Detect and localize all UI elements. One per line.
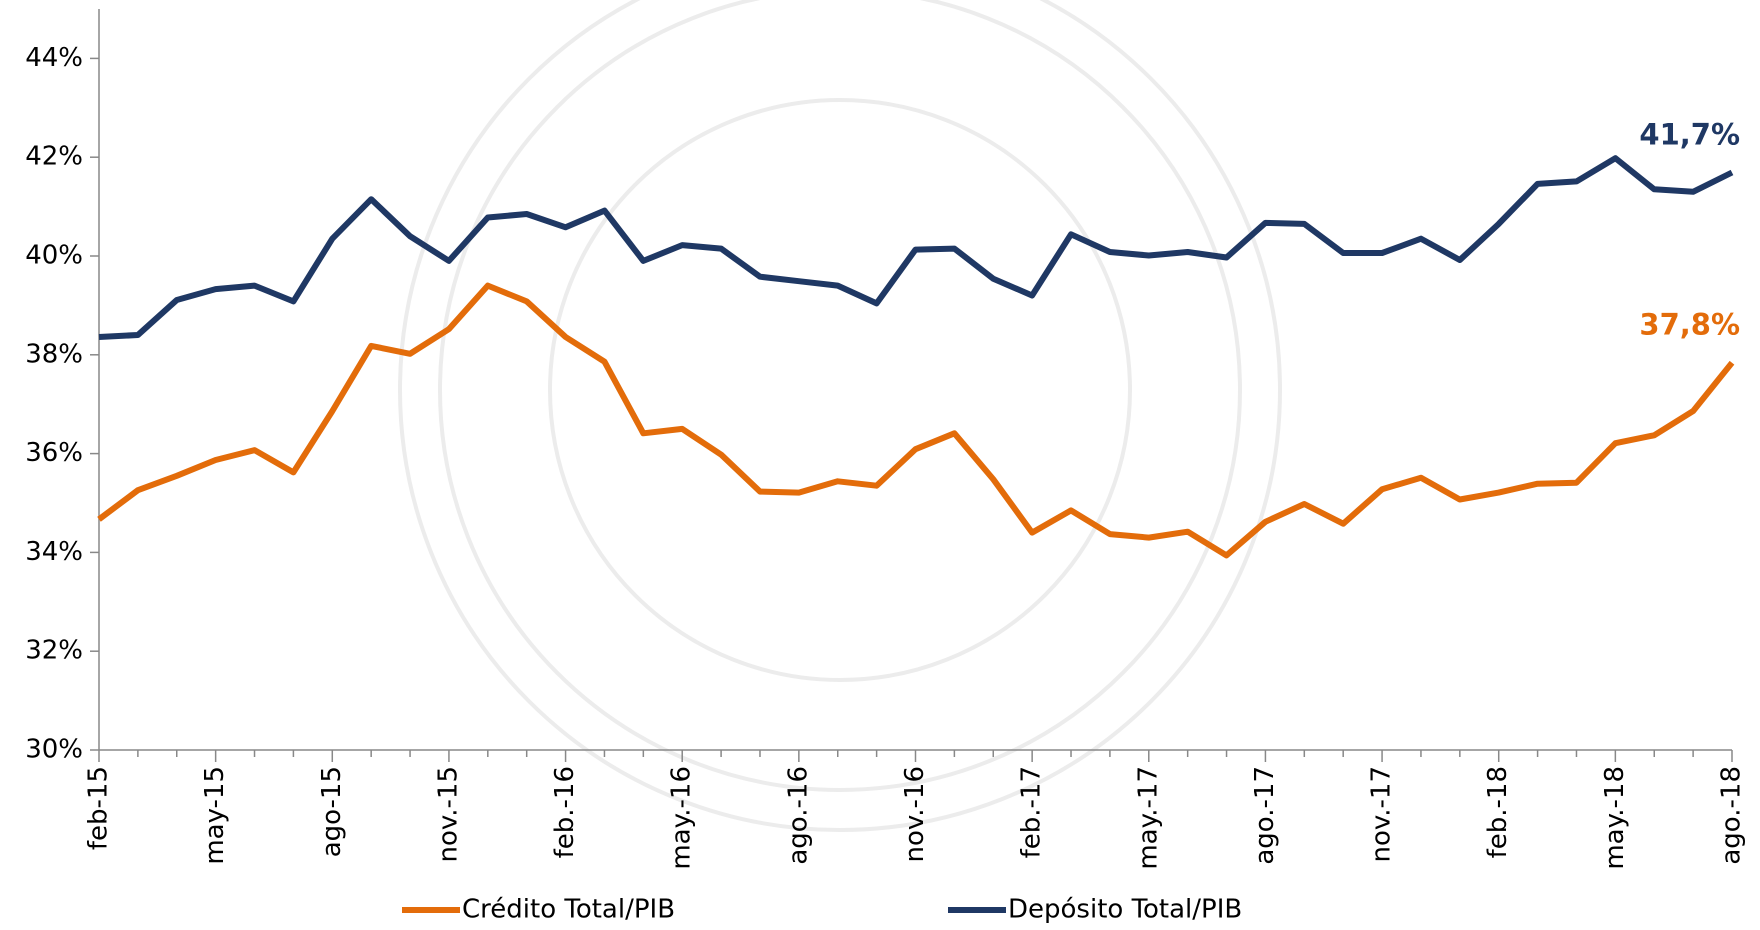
y-tick-label: 44% bbox=[25, 43, 83, 73]
y-tick-label: 40% bbox=[25, 241, 83, 271]
legend-label: Crédito Total/PIB bbox=[462, 895, 675, 925]
x-tick-label: ago.-16 bbox=[783, 766, 813, 865]
x-tick-label: may.-18 bbox=[1600, 766, 1630, 870]
x-tick-label: nov.-15 bbox=[433, 766, 463, 862]
x-tick-label: may.-17 bbox=[1133, 766, 1163, 870]
y-tick-label: 38% bbox=[25, 339, 83, 369]
series-line bbox=[97, 282, 1735, 559]
x-tick-label: may.-16 bbox=[667, 766, 697, 870]
y-tick-label: 42% bbox=[25, 142, 83, 172]
x-tick-label: feb-15 bbox=[84, 766, 114, 850]
y-tick-label: 30% bbox=[25, 735, 83, 765]
x-tick-label: nov.-17 bbox=[1367, 766, 1397, 862]
x-tick-label: ago-15 bbox=[317, 766, 347, 857]
end-label: 41,7% bbox=[1639, 118, 1740, 152]
end-label: 37,8% bbox=[1639, 308, 1740, 342]
x-tick-label: may-15 bbox=[200, 766, 230, 865]
y-tick-label: 34% bbox=[25, 537, 83, 567]
x-tick-label: nov.-16 bbox=[900, 766, 930, 862]
y-tick-label: 32% bbox=[25, 636, 83, 666]
watermark bbox=[398, 0, 1282, 832]
x-tick-label: feb.-17 bbox=[1017, 766, 1047, 858]
x-tick-label: feb.-18 bbox=[1483, 766, 1513, 858]
series-line bbox=[98, 155, 1734, 340]
x-tick-label: ago.-17 bbox=[1250, 766, 1280, 865]
y-tick-label: 36% bbox=[25, 438, 83, 468]
x-tick-label: ago.-18 bbox=[1717, 766, 1747, 865]
x-tick-label: feb.-16 bbox=[550, 766, 580, 858]
legend-label: Depósito Total/PIB bbox=[1008, 895, 1242, 925]
